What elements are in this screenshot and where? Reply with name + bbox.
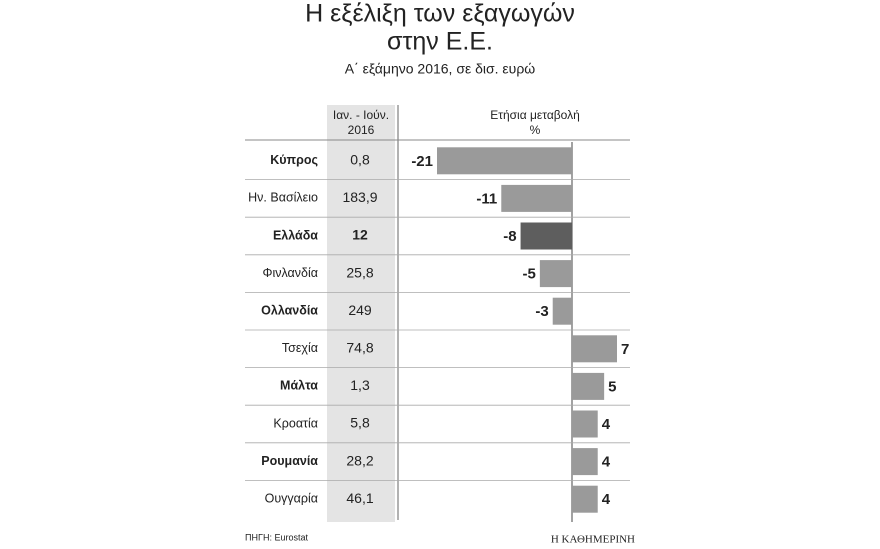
bar — [520, 222, 572, 250]
exports-value: 5,8 — [350, 415, 370, 431]
value-label: 4 — [602, 491, 611, 508]
exports-value: 1,3 — [350, 377, 370, 393]
exports-value: 28,2 — [346, 452, 373, 468]
bar — [572, 410, 598, 438]
value-label: -11 — [476, 190, 497, 207]
value-label: 4 — [602, 416, 611, 433]
exports-value: 46,1 — [346, 490, 373, 506]
category-label: Ολλανδία — [261, 303, 318, 317]
category-label: Κύπρος — [270, 153, 318, 167]
exports-value: 183,9 — [342, 189, 377, 205]
credit: Η ΚΑΘΗΜΕΡΙΝΗ — [551, 534, 635, 546]
column-header: Ετήσια μεταβολή — [490, 108, 580, 122]
chart-title: Η εξέλιξη των εξαγωγών — [305, 0, 575, 28]
category-label: Ουγγαρία — [265, 491, 318, 505]
exports-value: 0,8 — [350, 152, 370, 168]
column-header: % — [530, 123, 541, 137]
column-header: 2016 — [348, 123, 375, 137]
category-label: Κροατία — [273, 416, 318, 430]
bar — [501, 184, 572, 212]
category-label: Ελλάδα — [273, 228, 318, 242]
bar — [437, 147, 572, 175]
bar — [572, 485, 598, 513]
exports-value: 25,8 — [346, 264, 373, 280]
exports-value: 12 — [352, 227, 368, 243]
source: ΠΗΓΗ: Eurostat — [245, 532, 308, 542]
value-label: 5 — [608, 378, 616, 395]
value-label: -3 — [535, 303, 548, 320]
value-label: 7 — [621, 341, 629, 358]
chart-subtitle: Α΄ εξάμηνο 2016, σε δισ. ευρώ — [345, 61, 536, 77]
value-label: 4 — [602, 454, 611, 471]
value-label: -8 — [503, 228, 516, 245]
exports-column-bg — [327, 105, 395, 522]
chart-title: στην Ε.Ε. — [387, 28, 493, 56]
category-label: Τσεχία — [282, 341, 318, 355]
bar — [572, 372, 605, 400]
bar — [552, 297, 572, 325]
exports-value: 249 — [348, 302, 372, 318]
category-label: Μάλτα — [280, 379, 318, 393]
bar — [539, 260, 572, 288]
value-label: -21 — [411, 153, 433, 170]
category-label: Ρουμανία — [261, 454, 318, 468]
value-label: -5 — [523, 266, 536, 283]
bar — [572, 448, 598, 476]
column-header: Ιαν. - Ιούν. — [333, 108, 389, 122]
bar — [572, 335, 617, 363]
exports-value: 74,8 — [346, 340, 373, 356]
category-label: Φινλανδία — [263, 266, 319, 280]
category-label: Ην. Βασίλειο — [248, 191, 318, 205]
